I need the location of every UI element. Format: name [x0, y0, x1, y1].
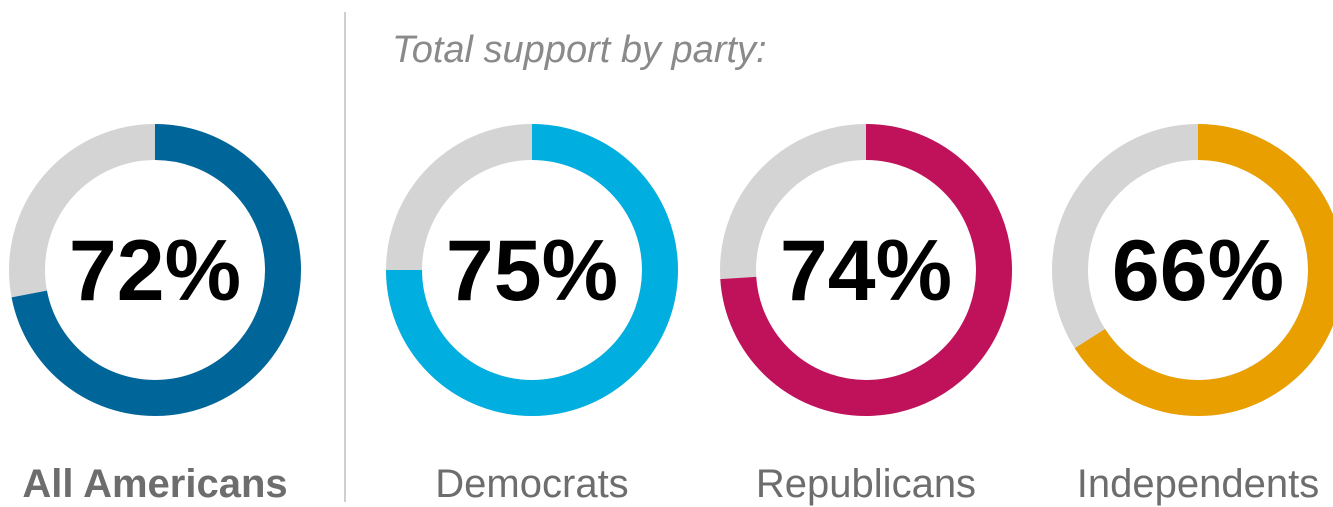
- donut-arc-all-americans: [11, 124, 301, 416]
- donut-label-democrats: Democrats: [435, 462, 628, 506]
- donut-group: 72% All Americans 75% Democrats 74% Republica…: [9, 124, 1333, 506]
- donut-arc-republicans: [720, 124, 1012, 416]
- donut-value-democrats: 75%: [446, 223, 618, 319]
- donut-arc-democrats: [386, 124, 678, 416]
- donut-arc-independents: [1074, 124, 1333, 416]
- donut-value-republicans: 74%: [780, 223, 952, 319]
- chart-subtitle: Total support by party:: [392, 29, 767, 71]
- donut-value-all-americans: 72%: [69, 223, 241, 319]
- donut-label-all-americans: All Americans: [22, 462, 287, 506]
- donut-label-independents: Independents: [1077, 462, 1319, 506]
- donut-value-independents: 66%: [1112, 223, 1284, 319]
- donut-label-republicans: Republicans: [756, 462, 976, 506]
